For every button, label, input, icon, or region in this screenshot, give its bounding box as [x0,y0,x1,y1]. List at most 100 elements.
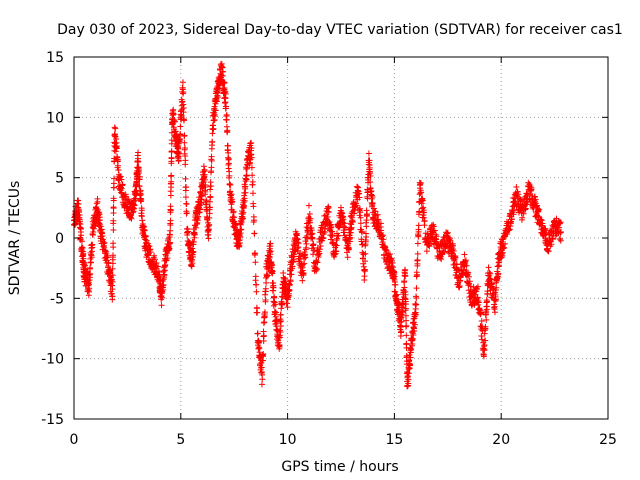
data-point [267,240,274,247]
data-point [304,235,311,242]
data-point [542,225,549,232]
data-point [160,281,167,288]
data-point [222,90,229,97]
data-point [380,236,387,243]
data-point [378,227,385,234]
data-point [407,362,414,369]
data-point [166,245,173,252]
data-point [306,211,313,218]
data-point [162,261,169,268]
data-point [153,259,160,266]
data-point [89,241,96,248]
data-point [109,293,116,300]
data-point [491,303,498,310]
data-point [473,286,480,293]
data-point [538,217,545,224]
x-tick-label: 25 [599,432,617,448]
data-point [131,202,138,209]
data-point [249,190,256,197]
data-point [78,232,85,239]
data-point [408,346,415,353]
data-point [421,209,428,216]
x-axis-label: GPS time / hours [281,459,398,475]
data-point [118,185,125,192]
y-tick-label: -15 [41,412,64,428]
data-point [254,330,261,337]
y-tick-label: 10 [46,110,64,126]
data-point [484,298,491,305]
data-point [512,200,519,207]
data-point [90,228,97,235]
data-point [175,150,182,157]
data-point [167,239,174,246]
data-point [177,123,184,130]
data-point [545,248,552,255]
data-point [168,140,175,147]
data-point [210,125,217,132]
data-point [368,192,375,199]
data-point [248,154,255,161]
data-point [183,210,190,217]
data-point [226,172,233,179]
data-point [365,150,372,157]
data-point [143,237,150,244]
data-point [135,158,142,165]
data-point [403,322,410,329]
data-point [478,318,485,325]
data-point [272,301,279,308]
data-point [180,104,187,111]
data-point [212,113,219,120]
data-point [348,224,355,231]
data-point [515,191,522,198]
data-point [477,309,484,316]
data-point [556,220,563,227]
data-point [154,263,161,270]
data-point [201,176,208,183]
data-point [277,329,284,336]
data-point [236,242,243,249]
data-point [482,337,489,344]
data-point [223,116,230,123]
data-point [414,257,421,264]
data-point [361,268,368,275]
data-point [501,244,508,251]
data-point [208,157,215,164]
data-point [301,260,308,267]
data-point [190,248,197,255]
data-point [254,309,261,316]
data-point [374,216,381,223]
data-point [160,286,167,293]
data-point [112,125,119,132]
data-point [167,207,174,214]
data-point [401,284,408,291]
data-point [151,256,158,263]
data-point [491,309,498,316]
data-point [202,184,209,191]
data-point [475,299,482,306]
data-point [271,310,278,317]
data-point [481,347,488,354]
data-point [370,205,377,212]
data-point [168,129,175,136]
data-point [402,273,409,280]
data-point [109,278,116,285]
data-point [423,248,430,255]
data-point [110,184,117,191]
data-point [115,167,122,174]
data-point [558,228,565,235]
data-point [249,178,256,185]
data-point [119,181,126,188]
data-point [255,344,262,351]
data-point [212,107,219,114]
data-point [440,249,447,256]
data-point [261,309,268,316]
data-point [189,245,196,252]
data-point [317,242,324,249]
data-point [557,229,564,236]
data-point [419,197,426,204]
data-point [347,213,354,220]
data-point [248,145,255,152]
data-point [548,241,555,248]
data-point [138,196,145,203]
data-point [208,164,215,171]
